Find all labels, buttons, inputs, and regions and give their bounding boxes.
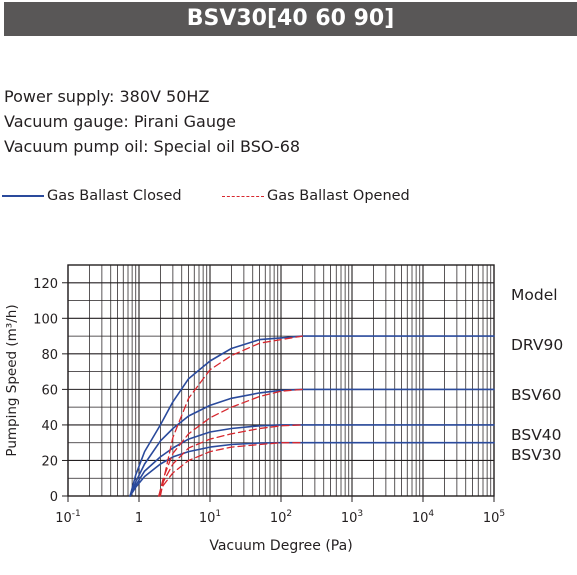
y-tick-label: 40 — [41, 419, 58, 434]
power-supply-text: Power supply: 380V 50HZ — [4, 87, 210, 106]
y-tick-label: 80 — [41, 348, 58, 363]
pump-oil-text: Vacuum pump oil: Special oil BSO-68 — [4, 137, 301, 156]
series-bsv60-closed — [129, 388, 495, 497]
model-header-label: Model — [511, 286, 558, 304]
y-tick-label: 60 — [41, 383, 58, 398]
x-tick-label: 105 — [483, 509, 505, 526]
x-tick-label: 103 — [341, 509, 363, 526]
x-tick-label: 102 — [270, 509, 292, 526]
legend-opened-swatch — [222, 195, 264, 197]
series-bsv60-opened — [158, 388, 304, 497]
series-bsv40-opened — [158, 424, 304, 497]
x-axis-label: Vacuum Degree (Pa) — [209, 538, 352, 554]
legend-opened-label: Gas Ballast Opened — [267, 188, 410, 204]
model-label-bsv40: BSV40 — [511, 426, 562, 444]
model-label-drv90: DRV90 — [511, 336, 563, 354]
model-label-bsv60: BSV60 — [511, 386, 562, 404]
vacuum-gauge-text: Vacuum gauge: Pirani Gauge — [4, 112, 236, 131]
legend-closed: Gas Ballast Closed — [2, 188, 182, 204]
y-tick-label: 20 — [41, 454, 58, 469]
legend-closed-swatch — [2, 195, 44, 197]
y-axis-label: Pumping Speed (m³/h) — [4, 304, 20, 456]
chart-curves — [129, 335, 495, 497]
series-bsv30-opened — [158, 442, 304, 497]
x-tick-label: 101 — [199, 509, 221, 526]
x-tick-label: 10-1 — [55, 509, 81, 526]
specs-block: Power supply: 380V 50HZ Vacuum gauge: Pi… — [4, 84, 300, 159]
page-title: BSV30[40 60 90] — [4, 2, 577, 36]
chart-legend: Gas Ballast Closed Gas Ballast Opened — [0, 188, 577, 212]
model-label-bsv30: BSV30 — [511, 446, 562, 464]
x-tick-label: 104 — [412, 509, 435, 526]
chart-grid — [67, 265, 494, 496]
y-tick-label: 120 — [33, 277, 58, 292]
series-bsv30-closed — [129, 441, 495, 497]
y-tick-label: 0 — [50, 490, 58, 505]
legend-closed-label: Gas Ballast Closed — [47, 188, 182, 204]
series-drv90-opened — [159, 335, 304, 497]
series-drv90-closed — [129, 335, 495, 497]
plot-frame — [67, 264, 495, 497]
series-bsv40-closed — [129, 424, 495, 497]
x-tick-label: 1 — [135, 511, 143, 526]
y-tick-label: 100 — [33, 312, 58, 327]
legend-opened: Gas Ballast Opened — [222, 188, 410, 204]
